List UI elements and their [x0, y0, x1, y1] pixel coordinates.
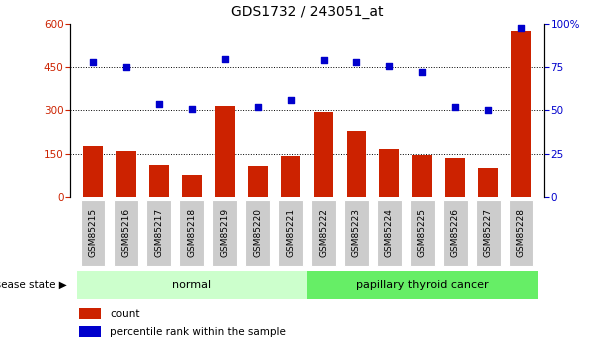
FancyBboxPatch shape	[245, 199, 270, 266]
Point	[384, 63, 394, 68]
Point	[88, 59, 98, 65]
Point	[286, 97, 295, 103]
Text: GSM85225: GSM85225	[418, 208, 427, 257]
Text: GSM85217: GSM85217	[154, 208, 164, 257]
Point	[253, 104, 263, 110]
Bar	[248, 167, 268, 197]
FancyBboxPatch shape	[114, 199, 138, 266]
Point	[483, 108, 493, 113]
Point	[187, 106, 196, 111]
FancyBboxPatch shape	[443, 199, 468, 266]
Bar	[281, 156, 300, 197]
Bar	[116, 151, 136, 197]
Point	[451, 104, 460, 110]
Text: percentile rank within the sample: percentile rank within the sample	[110, 327, 286, 336]
Bar	[215, 106, 235, 197]
Text: GSM85221: GSM85221	[286, 208, 295, 257]
Bar	[379, 149, 399, 197]
FancyBboxPatch shape	[476, 199, 500, 266]
Bar	[182, 175, 202, 197]
Text: GSM85223: GSM85223	[352, 208, 361, 257]
Text: disease state ▶: disease state ▶	[0, 280, 67, 289]
FancyBboxPatch shape	[509, 199, 533, 266]
Text: GSM85227: GSM85227	[484, 208, 492, 257]
Point	[418, 70, 427, 75]
Bar	[307, 270, 537, 298]
Point	[351, 59, 361, 65]
Bar	[445, 158, 465, 197]
Text: GSM85216: GSM85216	[122, 208, 130, 257]
FancyBboxPatch shape	[278, 199, 303, 266]
Bar	[149, 165, 168, 197]
Bar	[412, 155, 432, 197]
FancyBboxPatch shape	[212, 199, 237, 266]
Text: papillary thyroid cancer: papillary thyroid cancer	[356, 280, 489, 289]
Bar	[80, 326, 101, 337]
Text: GSM85219: GSM85219	[220, 208, 229, 257]
Bar	[347, 130, 366, 197]
FancyBboxPatch shape	[179, 199, 204, 266]
FancyBboxPatch shape	[377, 199, 402, 266]
FancyBboxPatch shape	[410, 199, 435, 266]
FancyBboxPatch shape	[147, 199, 171, 266]
Text: GSM85222: GSM85222	[319, 208, 328, 257]
Text: GSM85224: GSM85224	[385, 208, 394, 257]
Text: GSM85220: GSM85220	[253, 208, 262, 257]
Bar	[478, 168, 498, 197]
Bar	[511, 31, 531, 197]
Bar	[314, 112, 333, 197]
Text: GSM85226: GSM85226	[451, 208, 460, 257]
FancyBboxPatch shape	[81, 199, 105, 266]
Point	[154, 101, 164, 106]
FancyBboxPatch shape	[311, 199, 336, 266]
Bar	[83, 146, 103, 197]
Point	[319, 58, 328, 63]
Bar	[80, 308, 101, 319]
Text: GSM85228: GSM85228	[517, 208, 525, 257]
FancyBboxPatch shape	[344, 199, 369, 266]
Point	[220, 56, 230, 61]
Text: count: count	[110, 309, 140, 318]
Bar	[77, 270, 307, 298]
Text: GDS1732 / 243051_at: GDS1732 / 243051_at	[231, 5, 383, 19]
Text: normal: normal	[172, 280, 212, 289]
Point	[121, 65, 131, 70]
Point	[516, 25, 526, 30]
Text: GSM85218: GSM85218	[187, 208, 196, 257]
Text: GSM85215: GSM85215	[89, 208, 97, 257]
